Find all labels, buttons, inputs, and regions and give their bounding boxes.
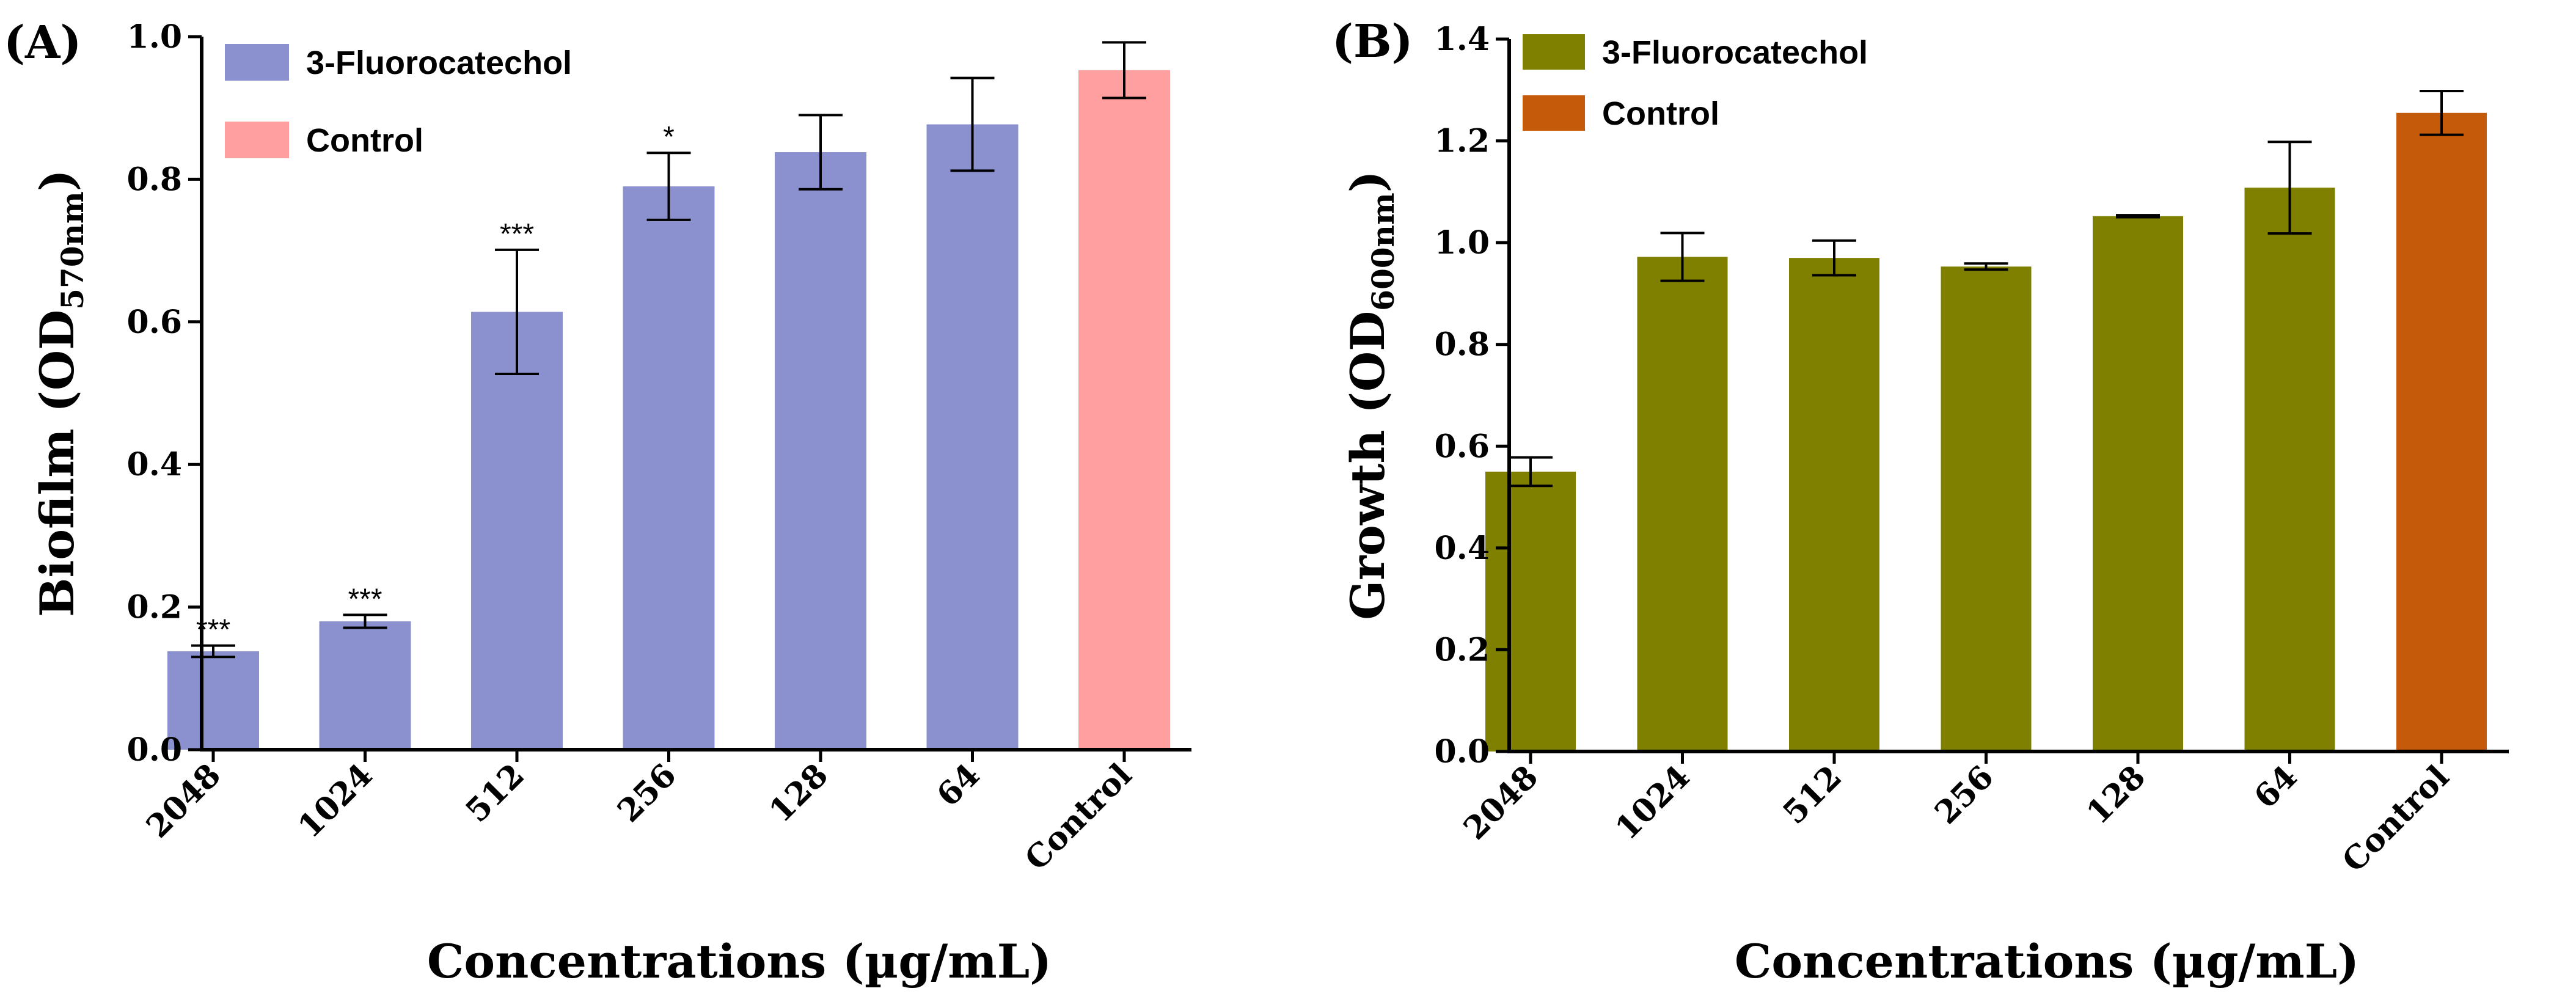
bar-512 [1789, 258, 1879, 752]
significance-marker: *** [348, 583, 382, 615]
bar-control [2396, 112, 2487, 752]
error-bar [799, 114, 843, 191]
y-tick-label: 0.6 [1435, 428, 1490, 465]
y-axis-label-main: Growth (OD [1341, 311, 1395, 620]
bar-256 [623, 186, 715, 750]
error-bar [495, 248, 539, 375]
y-axis-label: Growth (OD600nm) [1341, 170, 1401, 620]
y-tick-label: 0.8 [1435, 326, 1490, 364]
x-tick-label: Control [1018, 756, 1140, 878]
x-tick-label: 2048 [139, 756, 228, 845]
error-bar [2116, 214, 2160, 219]
legend-label: Control [1602, 95, 1719, 132]
y-axis-label-main: Biofilm (OD [30, 310, 84, 617]
x-tick-label: 1024 [291, 756, 379, 845]
panel-a-chart: (A)***2048***1024***512*256 128 64 Control0… [4, 16, 1191, 989]
legend-swatch [225, 44, 289, 81]
bar-256 [1941, 266, 2032, 752]
y-axis-label-close: ) [30, 169, 84, 191]
error-bar [646, 152, 691, 221]
error-bar [191, 644, 235, 659]
bar-2048 [1485, 471, 1576, 752]
x-tick-label: 1024 [1608, 758, 1697, 847]
bar-128 [775, 152, 866, 750]
bar-512 [471, 312, 563, 750]
y-tick-label: 0.2 [1435, 631, 1490, 668]
y-tick-label: 0.4 [127, 446, 182, 483]
error-bar [1812, 239, 1856, 277]
error-bar [343, 613, 387, 629]
bar-2048 [167, 651, 259, 750]
error-bar [2267, 141, 2312, 235]
y-tick-label: 0.4 [1435, 530, 1490, 567]
legend-label: 3-Fluorocatechol [1602, 34, 1868, 71]
x-axis-label: Concentrations (µg/mL) [427, 934, 1052, 989]
y-tick-label: 0.0 [127, 731, 182, 769]
error-bar [1964, 262, 2008, 271]
x-tick-label: 128 [762, 756, 835, 830]
x-tick-label: 128 [2079, 758, 2153, 832]
x-tick-label: 256 [610, 756, 684, 830]
x-tick-label: 512 [458, 756, 532, 830]
legend-swatch [225, 122, 289, 158]
x-tick-label: 512 [1776, 758, 1849, 832]
legend-swatch [1523, 95, 1585, 131]
y-axis-label-subscript: 570nm [54, 191, 90, 310]
x-tick-label: 64 [929, 756, 987, 814]
y-axis-label: Biofilm (OD570nm) [30, 169, 90, 616]
bar-1024 [1637, 257, 1728, 752]
legend-label: 3-Fluorocatechol [306, 45, 572, 81]
y-tick-label: 0.0 [1435, 733, 1490, 770]
error-bar [1102, 41, 1146, 100]
error-bar [2420, 89, 2464, 136]
panel-label: (B) [1332, 15, 1413, 68]
y-tick-label: 1.4 [1435, 21, 1490, 58]
x-tick-label: 2048 [1457, 758, 1545, 847]
y-tick-label: 0.8 [127, 161, 182, 198]
bar-128 [2093, 216, 2183, 752]
panel-label: (A) [4, 16, 81, 69]
legend-swatch [1523, 34, 1585, 70]
y-tick-label: 0.2 [127, 589, 182, 626]
y-tick-label: 0.6 [127, 304, 182, 341]
error-bar [1660, 232, 1705, 282]
bar-64 [926, 124, 1019, 750]
error-bar [950, 76, 995, 172]
bar-control [1078, 70, 1170, 750]
y-axis-label-close: ) [1341, 170, 1395, 192]
x-tick-label: 64 [2247, 758, 2304, 816]
bar-64 [2244, 188, 2335, 752]
significance-marker: *** [500, 218, 534, 250]
bar-1024 [319, 621, 411, 750]
y-tick-label: 1.0 [1435, 224, 1490, 261]
x-axis-label: Concentrations (µg/mL) [1735, 934, 2359, 989]
y-tick-label: 1.0 [127, 18, 182, 56]
x-tick-label: 256 [1928, 758, 2001, 832]
y-axis-label-subscript: 600nm [1365, 192, 1401, 311]
x-tick-label: Control [2335, 758, 2457, 880]
y-tick-label: 1.2 [1435, 123, 1490, 160]
significance-marker: * [663, 121, 675, 153]
legend-label: Control [306, 122, 423, 159]
panel-b-chart: (B) 2048 1024 512 256 128 64 Control 0.0 0.2 0.4 0.… [1332, 15, 2509, 989]
error-bar [1509, 456, 1553, 488]
